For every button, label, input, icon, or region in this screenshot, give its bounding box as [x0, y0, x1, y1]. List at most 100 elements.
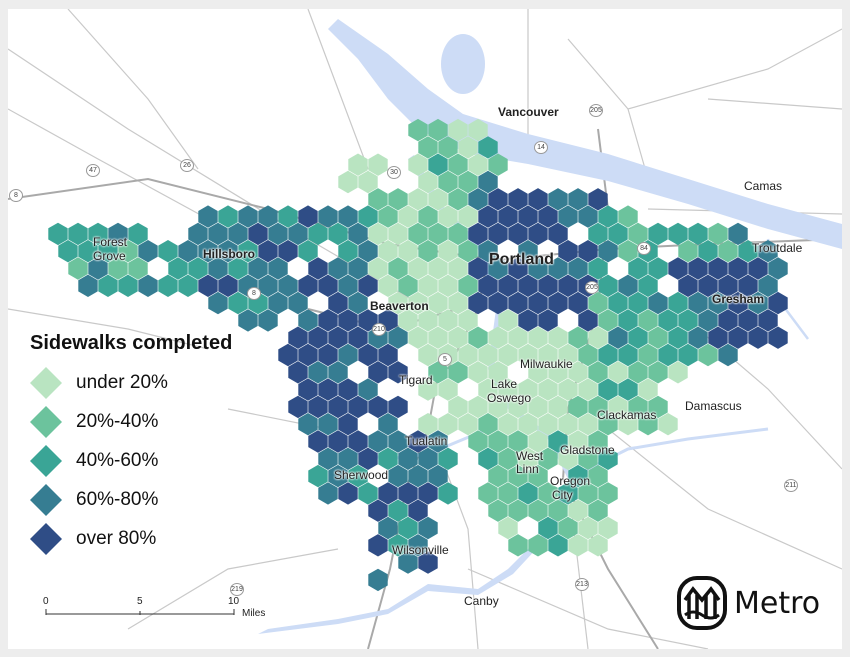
coverage-hex [688, 291, 708, 315]
coverage-hex [228, 257, 248, 280]
coverage-hex [548, 188, 568, 211]
map-canvas[interactable] [8, 9, 842, 649]
coverage-hex [368, 499, 388, 522]
coverage-hex [458, 309, 478, 332]
coverage-hex [528, 361, 548, 384]
coverage-hex [508, 188, 528, 211]
coverage-hex [418, 309, 438, 332]
coverage-hex [438, 274, 458, 297]
legend-item: over 80% [30, 519, 232, 558]
coverage-hex [578, 447, 598, 470]
coverage-hex [288, 361, 308, 384]
coverage-hex [288, 395, 308, 419]
coverage-hex [748, 326, 768, 349]
coverage-hex [468, 153, 488, 176]
coverage-hex [388, 395, 408, 419]
coverage-hex [698, 274, 718, 297]
coverage-hex [508, 464, 528, 488]
coverage-hex [458, 136, 478, 159]
coverage-hex [398, 309, 418, 332]
coverage-hex [678, 343, 698, 367]
coverage-hex [78, 240, 98, 263]
coverage-hex [298, 205, 318, 228]
coverage-hex [628, 257, 648, 280]
coverage-hex [408, 464, 428, 488]
coverage-hex [338, 413, 358, 436]
coverage-hex [728, 291, 748, 315]
coverage-hex [188, 222, 208, 246]
coverage-hex [558, 516, 578, 540]
highway-shield: 5 [438, 353, 452, 366]
coverage-hex [378, 205, 398, 228]
coverage-hex [208, 222, 228, 246]
coverage-hex [508, 222, 528, 246]
coverage-hex [548, 499, 568, 522]
coverage-hex [478, 274, 498, 297]
coverage-hex [508, 257, 528, 280]
coverage-hex [588, 499, 608, 522]
coverage-hex [228, 291, 248, 315]
coverage-hex [478, 136, 498, 159]
coverage-hex [218, 205, 238, 228]
coverage-hex [558, 378, 578, 401]
coverage-hex [588, 534, 608, 557]
coverage-hex [108, 257, 128, 280]
coverage-hex [458, 240, 478, 263]
highway-shield: 26 [180, 159, 194, 172]
coverage-hex [408, 534, 428, 557]
coverage-hex [548, 395, 568, 419]
highway-shield: 213 [575, 578, 589, 591]
coverage-hex [528, 430, 548, 453]
coverage-hex [338, 378, 358, 401]
coverage-hex [568, 534, 588, 557]
coverage-hex [288, 326, 308, 349]
coverage-hex [518, 378, 538, 401]
coverage-hex [408, 257, 428, 280]
coverage-hex [368, 361, 388, 384]
coverage-hex [718, 309, 738, 332]
coverage-hex [308, 257, 328, 280]
label-city: City [552, 488, 573, 502]
coverage-hex [568, 291, 588, 315]
coverage-hex [328, 291, 348, 315]
coverage-hex [518, 343, 538, 367]
coverage-hex [238, 205, 258, 228]
coverage-hex [408, 188, 428, 211]
coverage-hex [378, 413, 398, 436]
coverage-hex [238, 309, 258, 332]
coverage-hex [378, 447, 398, 470]
hex-layer [48, 118, 788, 592]
coverage-hex [548, 534, 568, 557]
coverage-hex [448, 118, 468, 142]
coverage-hex [218, 274, 238, 297]
coverage-hex [768, 257, 788, 280]
coverage-hex [488, 326, 508, 349]
coverage-hex [438, 447, 458, 470]
coverage-hex [298, 274, 318, 297]
coverage-hex [88, 222, 108, 246]
highway-shield: 14 [534, 141, 548, 154]
coverage-hex [158, 274, 178, 297]
highway-shield: 8 [9, 189, 23, 202]
coverage-hex [378, 274, 398, 297]
coverage-hex [598, 309, 618, 332]
coverage-hex [538, 378, 558, 401]
coverage-hex [568, 464, 588, 488]
coverage-hex [418, 413, 438, 436]
label-canby: Canby [464, 594, 499, 608]
coverage-hex [648, 395, 668, 419]
coverage-hex [618, 378, 638, 401]
legend-swatch [30, 444, 62, 477]
coverage-hex [218, 240, 238, 263]
coverage-hex [648, 361, 668, 384]
label-west: West [516, 449, 544, 463]
legend-label: 60%-80% [76, 488, 159, 510]
coverage-hex [318, 447, 338, 470]
label-sherwood: Sherwood [334, 468, 389, 482]
coverage-hex [558, 274, 578, 297]
coverage-hex [308, 464, 328, 488]
coverage-hex [278, 274, 298, 297]
coverage-hex [508, 395, 528, 419]
coverage-hex [468, 361, 488, 384]
coverage-hex [338, 309, 358, 332]
